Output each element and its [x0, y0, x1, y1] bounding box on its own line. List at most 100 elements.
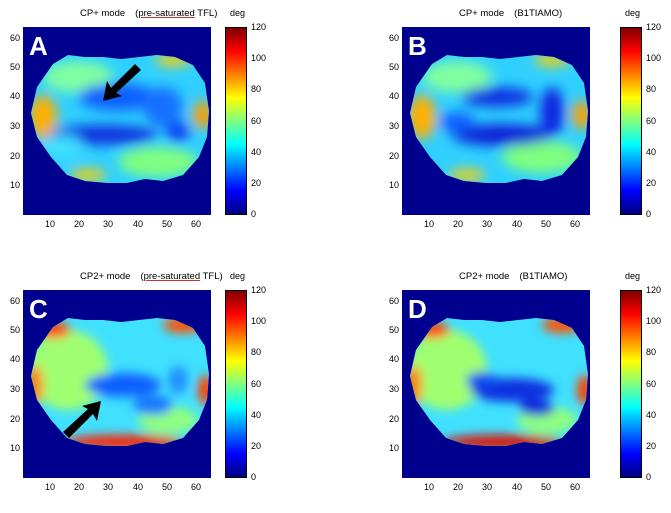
colorbar-tick: 20 — [251, 178, 262, 188]
x-tick: 30 — [481, 482, 493, 492]
x-tick: 50 — [161, 219, 173, 229]
colorbar-tick: 80 — [646, 84, 657, 94]
y-tick: 60 — [9, 296, 20, 306]
y-tick: 60 — [388, 33, 399, 43]
colorbar-tick: 60 — [646, 116, 657, 126]
y-tick: 60 — [388, 296, 399, 306]
y-tick: 30 — [388, 384, 399, 394]
method-underlined: pre-saturated — [138, 8, 195, 19]
colorbar-tick: 80 — [251, 84, 262, 94]
y-tick: 20 — [388, 414, 399, 424]
panel-b: CP+ mode (B1TIAMO) — [379, 0, 671, 250]
y-tick: 50 — [388, 62, 399, 72]
x-tick: 10 — [423, 219, 435, 229]
x-tick: 20 — [452, 219, 464, 229]
colorbar — [620, 27, 642, 215]
panel-title: CP+ mode (pre-saturated TFL) — [80, 8, 217, 19]
flip-angle-map: D — [402, 290, 590, 478]
method-label: (B1TIAMO) — [519, 271, 568, 282]
colorbar-unit: deg — [625, 8, 641, 18]
colorbar-tick: 60 — [251, 116, 262, 126]
colorbar-tick: 0 — [251, 209, 257, 219]
panel-letter: D — [408, 294, 427, 324]
y-tick: 30 — [388, 121, 399, 131]
colorbar — [225, 290, 247, 478]
y-tick: 40 — [388, 354, 399, 364]
colorbar-unit: deg — [625, 271, 641, 281]
mode-label: CP2+ mode — [459, 271, 510, 282]
y-tick: 30 — [9, 384, 20, 394]
paren: ( — [135, 8, 139, 19]
x-tick: 60 — [190, 482, 202, 492]
mode-label: CP2+ mode — [80, 271, 131, 282]
y-tick: 50 — [9, 325, 20, 335]
flip-angle-map: A — [23, 27, 211, 215]
colorbar-tick: 20 — [646, 441, 657, 451]
colorbar-tick: 100 — [251, 53, 267, 63]
panel-a: CP+ mode (pre-saturated TFL) — [0, 0, 335, 250]
x-tick: 10 — [423, 482, 435, 492]
colorbar-unit: deg — [230, 8, 246, 18]
y-tick: 10 — [388, 443, 399, 453]
colorbar — [620, 290, 642, 478]
colorbar-tick: 120 — [251, 22, 267, 32]
y-tick: 30 — [9, 121, 20, 131]
panel-letter: C — [29, 294, 48, 324]
panel-title: CP2+ mode (pre-saturated TFL) — [80, 271, 223, 282]
colorbar-tick: 100 — [251, 316, 267, 326]
colorbar-tick: 0 — [646, 209, 652, 219]
colorbar-tick: 60 — [251, 379, 262, 389]
colorbar-tick: 40 — [251, 410, 262, 420]
y-tick: 20 — [388, 151, 399, 161]
y-tick: 50 — [388, 325, 399, 335]
x-tick: 50 — [540, 219, 552, 229]
panel-letter: A — [29, 31, 48, 61]
panel-title: CP+ mode (B1TIAMO) — [459, 8, 562, 19]
x-tick: 20 — [452, 482, 464, 492]
colorbar-unit: deg — [230, 271, 246, 281]
method-label: TFL) — [194, 8, 218, 19]
arrow-icon — [103, 64, 141, 101]
colorbar — [225, 27, 247, 215]
colorbar-tick: 120 — [646, 285, 662, 295]
y-tick: 50 — [9, 62, 20, 72]
y-tick: 40 — [9, 354, 20, 364]
flip-angle-map: B — [402, 27, 590, 215]
x-tick: 30 — [102, 219, 114, 229]
x-tick: 10 — [44, 219, 56, 229]
x-tick: 60 — [569, 482, 581, 492]
x-tick: 30 — [102, 482, 114, 492]
flip-angle-map: C — [23, 290, 211, 478]
x-tick: 50 — [161, 482, 173, 492]
x-tick: 40 — [511, 482, 523, 492]
colorbar-tick: 20 — [646, 178, 657, 188]
panel-d: CP2+ mode (B1TIAMO) — [379, 263, 671, 513]
colorbar-tick: 60 — [646, 379, 657, 389]
x-tick: 10 — [44, 482, 56, 492]
colorbar-tick: 0 — [251, 472, 257, 482]
colorbar-tick: 0 — [646, 472, 652, 482]
panel-letter: B — [408, 31, 427, 61]
mode-label: CP+ mode — [459, 8, 505, 19]
arrow-icon — [63, 401, 101, 438]
x-tick: 40 — [132, 219, 144, 229]
colorbar-tick: 120 — [251, 285, 267, 295]
method-underlined: pre-saturated — [143, 271, 201, 282]
y-tick: 10 — [9, 443, 20, 453]
x-tick: 30 — [481, 219, 493, 229]
colorbar-tick: 100 — [646, 316, 662, 326]
mode-label: CP+ mode — [80, 8, 126, 19]
colorbar-tick: 80 — [251, 347, 262, 357]
x-tick: 60 — [569, 219, 581, 229]
method-label: (B1TIAMO) — [514, 8, 563, 19]
y-tick: 40 — [9, 91, 20, 101]
panel-c: CP2+ mode (pre-saturated TFL) — [0, 263, 335, 513]
y-tick: 10 — [9, 180, 20, 190]
colorbar-tick: 120 — [646, 22, 662, 32]
colorbar-tick: 20 — [251, 441, 262, 451]
y-tick: 40 — [388, 91, 399, 101]
x-tick: 20 — [73, 482, 85, 492]
y-tick: 20 — [9, 151, 20, 161]
colorbar-tick: 100 — [646, 53, 662, 63]
x-tick: 40 — [511, 219, 523, 229]
